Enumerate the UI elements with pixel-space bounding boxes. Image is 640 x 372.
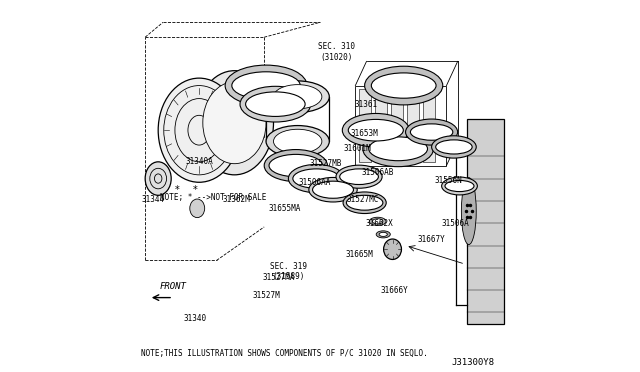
Bar: [467, 119, 504, 324]
Text: 31666Y: 31666Y: [381, 286, 408, 295]
Bar: [407, 89, 419, 162]
Ellipse shape: [346, 195, 383, 210]
Ellipse shape: [363, 131, 433, 167]
Text: 31506A: 31506A: [442, 219, 470, 228]
Ellipse shape: [376, 231, 390, 238]
Ellipse shape: [309, 177, 357, 202]
Ellipse shape: [312, 181, 353, 198]
Text: 31665M: 31665M: [345, 250, 373, 259]
Ellipse shape: [232, 72, 300, 99]
Ellipse shape: [431, 136, 476, 158]
Bar: [375, 89, 387, 162]
Ellipse shape: [190, 199, 205, 218]
Text: 31653M: 31653M: [351, 129, 378, 138]
Ellipse shape: [343, 192, 386, 214]
Ellipse shape: [406, 119, 458, 145]
Text: 31362M: 31362M: [223, 195, 250, 203]
Text: 31344: 31344: [142, 195, 165, 203]
Ellipse shape: [365, 66, 443, 105]
Ellipse shape: [266, 81, 330, 112]
Text: 31506AA: 31506AA: [298, 178, 331, 187]
Ellipse shape: [369, 137, 428, 161]
Ellipse shape: [372, 219, 383, 224]
Text: SEC. 310
(31020): SEC. 310 (31020): [318, 42, 355, 62]
Text: 31527MB: 31527MB: [309, 159, 342, 168]
Ellipse shape: [371, 73, 436, 98]
Ellipse shape: [203, 82, 266, 164]
Text: 31527MC: 31527MC: [347, 195, 379, 203]
Ellipse shape: [273, 129, 322, 154]
Ellipse shape: [442, 177, 477, 195]
Ellipse shape: [445, 180, 474, 192]
Text: 31556N: 31556N: [435, 176, 462, 185]
Text: SEC. 319
(31589): SEC. 319 (31589): [270, 262, 307, 281]
Ellipse shape: [225, 65, 307, 106]
Text: 31655MA: 31655MA: [268, 204, 301, 213]
Text: 31506AB: 31506AB: [362, 169, 394, 177]
Bar: [359, 89, 371, 162]
Text: 31667Y: 31667Y: [418, 235, 445, 244]
Ellipse shape: [348, 119, 403, 141]
Ellipse shape: [145, 162, 172, 195]
Bar: [423, 89, 435, 162]
Text: 31527MA: 31527MA: [263, 273, 295, 282]
Ellipse shape: [336, 165, 382, 188]
Ellipse shape: [410, 124, 453, 140]
Ellipse shape: [369, 217, 386, 225]
Text: *: *: [175, 185, 179, 195]
Text: NOTE; * -->NOT FOR SALE: NOTE; * -->NOT FOR SALE: [160, 193, 266, 202]
Ellipse shape: [240, 86, 310, 122]
Text: 31361: 31361: [355, 100, 378, 109]
Text: 31662X: 31662X: [365, 219, 394, 228]
Text: FRONT: FRONT: [159, 282, 186, 291]
Ellipse shape: [342, 113, 410, 147]
Ellipse shape: [264, 150, 328, 182]
Bar: [355, 86, 447, 166]
Ellipse shape: [195, 71, 273, 175]
Ellipse shape: [266, 126, 330, 157]
Text: 31601M: 31601M: [343, 144, 371, 153]
Text: 31340: 31340: [184, 314, 207, 323]
Ellipse shape: [289, 164, 344, 193]
Ellipse shape: [461, 177, 476, 245]
Ellipse shape: [273, 85, 322, 109]
Ellipse shape: [379, 232, 387, 237]
Text: *: *: [193, 185, 198, 195]
Bar: [391, 89, 403, 162]
Text: J31300Y8: J31300Y8: [452, 358, 495, 367]
Ellipse shape: [246, 92, 305, 116]
Text: 31527M: 31527M: [252, 291, 280, 300]
Text: NOTE;THIS ILLUSTRATION SHOWS COMPONENTS OF P/C 31020 IN SEQLO.: NOTE;THIS ILLUSTRATION SHOWS COMPONENTS …: [141, 349, 428, 358]
Text: 31340A: 31340A: [185, 157, 213, 166]
Ellipse shape: [293, 169, 340, 188]
Ellipse shape: [269, 154, 323, 177]
Ellipse shape: [436, 140, 472, 154]
Ellipse shape: [340, 169, 378, 185]
Ellipse shape: [383, 239, 401, 260]
Ellipse shape: [158, 78, 240, 182]
